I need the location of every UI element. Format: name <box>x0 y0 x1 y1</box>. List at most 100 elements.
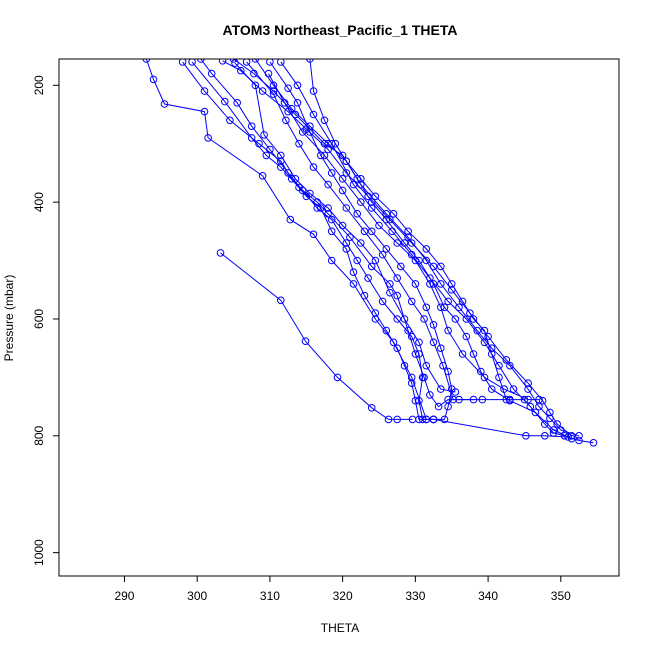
data-point <box>295 139 303 148</box>
data-point <box>407 239 416 247</box>
data-point <box>407 297 416 306</box>
data-point <box>509 385 518 393</box>
data-point <box>218 59 227 65</box>
data-point <box>382 215 391 224</box>
data-point <box>293 81 302 90</box>
data-point <box>429 262 438 271</box>
y-tick-label: 1000 <box>32 539 46 566</box>
data-point <box>353 256 362 265</box>
x-tick-label: 330 <box>405 589 425 603</box>
data-point <box>487 385 496 393</box>
data-point <box>324 180 332 189</box>
data-point <box>382 210 391 218</box>
x-tick-label: 350 <box>551 589 571 603</box>
y-tick-label: 200 <box>32 75 46 95</box>
data-point <box>538 396 547 405</box>
data-point <box>338 186 347 195</box>
data-point <box>524 395 532 404</box>
data-point <box>149 75 158 84</box>
series-line <box>309 59 572 440</box>
data-point <box>360 227 369 236</box>
data-point <box>367 404 376 412</box>
data-point <box>338 151 347 160</box>
series-9 <box>218 59 576 440</box>
data-point <box>407 379 416 388</box>
data-point <box>469 315 478 323</box>
data-point <box>269 81 278 90</box>
data-point <box>422 245 431 253</box>
data-point <box>447 280 456 288</box>
data-point <box>237 66 245 75</box>
data-point <box>495 373 503 382</box>
data-point <box>188 59 196 66</box>
data-point <box>269 87 278 95</box>
data-point <box>575 432 583 440</box>
data-point <box>411 280 420 288</box>
data-point <box>342 245 351 253</box>
data-point <box>298 186 307 195</box>
data-point <box>484 332 492 341</box>
series-line <box>254 59 525 401</box>
data-point <box>367 227 376 236</box>
data-point <box>216 249 225 257</box>
data-point <box>455 303 463 312</box>
data-point <box>469 350 478 358</box>
data-point <box>420 315 428 323</box>
y-axis-label: Pressure (mbar) <box>2 275 16 362</box>
data-point <box>415 256 423 265</box>
data-point <box>458 350 467 358</box>
data-point <box>404 227 412 236</box>
data-point <box>349 280 358 288</box>
data-point <box>429 280 438 288</box>
data-point <box>404 233 412 241</box>
data-point <box>287 175 296 183</box>
series-14 <box>266 59 456 424</box>
data-point <box>250 69 258 78</box>
data-point <box>480 326 489 335</box>
y-tick-label: 800 <box>32 425 46 445</box>
series-line <box>220 252 413 420</box>
data-point <box>331 139 340 148</box>
data-point <box>247 134 256 142</box>
data-point <box>324 145 332 154</box>
data-point <box>506 396 514 405</box>
data-point <box>437 262 445 271</box>
data-point <box>309 110 318 119</box>
data-point <box>535 402 543 411</box>
data-point <box>469 395 478 404</box>
data-point <box>437 280 445 288</box>
data-point <box>422 415 431 424</box>
data-point <box>382 245 391 253</box>
data-point <box>242 59 251 66</box>
data-point <box>258 87 267 95</box>
data-point <box>393 415 402 424</box>
data-point <box>477 367 485 376</box>
data-point <box>282 116 290 125</box>
data-point <box>382 326 391 335</box>
data-point <box>284 84 292 92</box>
data-point <box>451 315 460 323</box>
data-point <box>386 280 394 288</box>
data-point <box>411 396 420 405</box>
data-point <box>204 134 212 142</box>
x-tick-label: 340 <box>478 589 498 603</box>
data-point <box>367 198 376 206</box>
data-point <box>342 157 351 165</box>
y-tick-label: 600 <box>32 309 46 329</box>
data-point <box>258 172 267 180</box>
data-point <box>333 373 342 382</box>
series-7 <box>277 59 569 440</box>
data-point <box>200 107 209 116</box>
data-point <box>247 122 256 130</box>
data-point <box>342 239 351 247</box>
data-point <box>422 303 431 312</box>
data-point <box>306 128 314 136</box>
series-line <box>222 60 573 437</box>
data-point <box>524 385 532 393</box>
data-point <box>389 210 398 218</box>
series-12 <box>178 59 431 424</box>
data-point <box>393 239 402 247</box>
data-point <box>415 350 423 358</box>
data-point <box>277 151 285 160</box>
data-point <box>302 192 311 201</box>
